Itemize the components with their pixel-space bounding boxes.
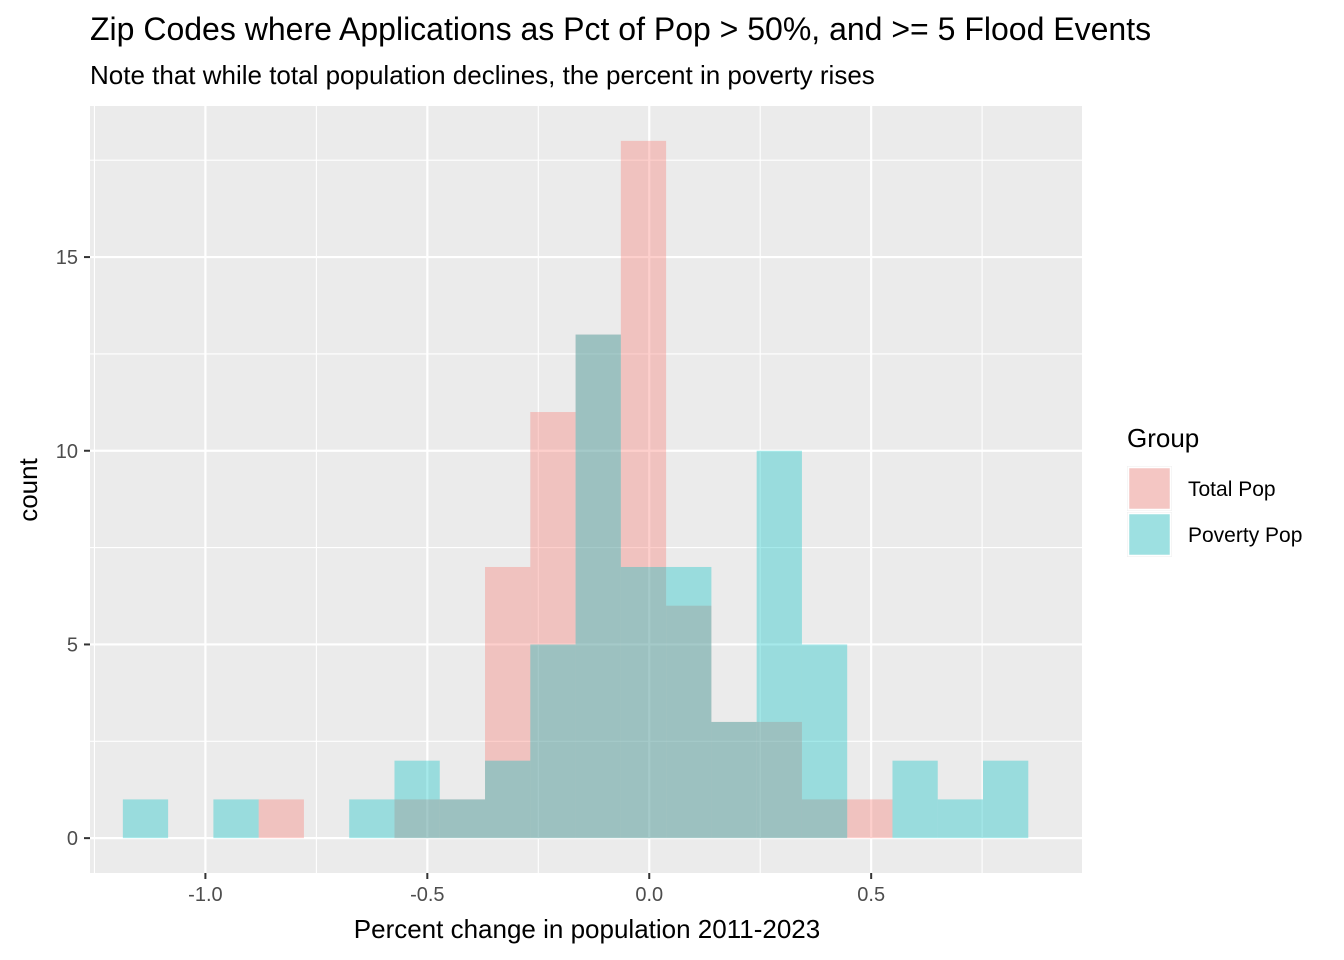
y-axis-title: count [13, 457, 43, 521]
legend-swatch [1127, 466, 1172, 511]
histogram-bar [213, 799, 259, 839]
legend-label: Total Pop [1188, 478, 1276, 501]
histogram-bar [349, 799, 395, 839]
histogram-bar [530, 644, 576, 839]
histogram-bar [711, 721, 757, 839]
y-tick-label: 15 [56, 247, 78, 269]
x-tick-label: -1.0 [188, 884, 222, 906]
histogram-bar [575, 334, 621, 839]
legend-item: Total Pop [1127, 466, 1276, 511]
x-tick-label: -0.5 [410, 884, 444, 906]
histogram-bar [485, 760, 531, 839]
minor-gridlines [90, 106, 1082, 873]
histogram-bar [394, 799, 440, 839]
plot-panel [90, 106, 1082, 873]
legend-key-background [1127, 466, 1172, 511]
histogram-bars [122, 140, 1029, 839]
histogram-bar [258, 799, 304, 839]
legend: Group Total Pop Poverty Pop [1127, 423, 1302, 557]
y-tick-label: 0 [67, 828, 78, 850]
series-poverty-pop [122, 334, 1029, 839]
histogram-bar [122, 799, 169, 839]
histogram-bar [530, 412, 576, 839]
chart-subtitle: Note that while total population decline… [90, 60, 875, 90]
x-axis: -1.0 -0.5 0.0 0.5 [188, 873, 885, 906]
chart-title: Zip Codes where Applications as Pct of P… [90, 11, 1151, 47]
histogram-bar [711, 721, 757, 839]
histogram-bar [439, 799, 486, 839]
legend-label: Poverty Pop [1188, 524, 1302, 547]
legend-items: Total Pop Poverty Pop [1127, 466, 1302, 557]
y-axis: 0 5 10 15 [56, 247, 90, 850]
major-gridlines [90, 106, 1082, 873]
x-axis-title: Percent change in population 2011-2023 [354, 914, 820, 944]
histogram-bar [666, 566, 712, 839]
histogram-bar [620, 566, 667, 839]
histogram-bar [485, 566, 531, 839]
x-tick-label: 0.0 [635, 884, 663, 906]
histogram-bar [439, 799, 486, 839]
histogram-bar [801, 644, 848, 839]
histogram-bar [575, 334, 621, 839]
histogram-bar [756, 450, 802, 839]
legend-swatch [1127, 512, 1172, 557]
histogram-bar [937, 799, 984, 839]
histogram-bar [983, 760, 1029, 839]
histogram-bar [847, 799, 893, 839]
histogram-bar [892, 760, 938, 839]
histogram-bar [394, 760, 440, 839]
histogram-bar [666, 605, 712, 839]
y-tick-label: 10 [56, 441, 78, 463]
histogram-bar [620, 140, 667, 839]
y-tick-label: 5 [67, 634, 78, 656]
histogram-bar [756, 721, 802, 839]
legend-title: Group [1127, 423, 1199, 453]
legend-key-background [1127, 512, 1172, 557]
legend-item: Poverty Pop [1127, 512, 1302, 557]
x-tick-label: 0.5 [857, 884, 885, 906]
series-total-pop [258, 140, 893, 839]
histogram-bar [801, 799, 848, 839]
